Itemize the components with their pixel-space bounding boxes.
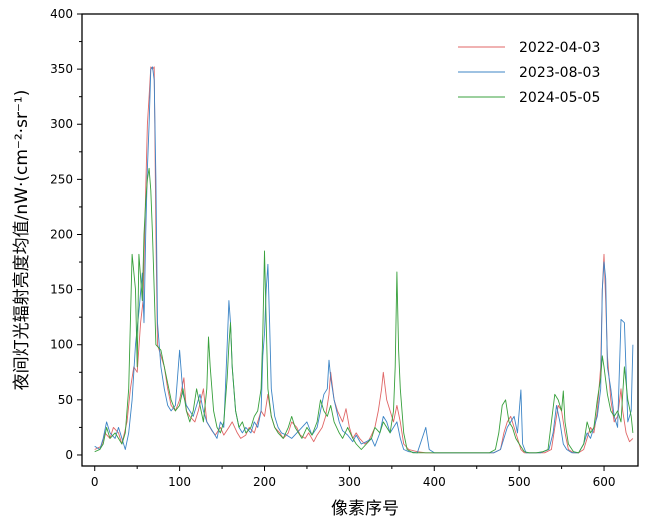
- y-tick-label: 300: [50, 117, 73, 131]
- x-tick-label: 100: [168, 475, 191, 489]
- y-tick-label: 400: [50, 7, 73, 21]
- legend-label-1: 2022-04-03: [519, 40, 600, 56]
- y-axis-ticks: 0 50 100 150 200 250 300 350 400: [50, 7, 82, 462]
- y-tick-label: 250: [50, 172, 73, 186]
- legend-label-3: 2024-05-05: [519, 90, 600, 106]
- legend: 2022-04-03 2023-08-03 2024-05-05: [458, 40, 600, 106]
- x-axis-title: 像素序号: [331, 499, 399, 519]
- x-tick-label: 600: [593, 475, 616, 489]
- x-tick-label: 200: [253, 475, 276, 489]
- series-line-2: [94, 66, 634, 454]
- x-tick-label: 0: [91, 475, 99, 489]
- x-tick-label: 500: [508, 475, 531, 489]
- x-axis-ticks: 0 100 200 300 400 500 600: [91, 466, 616, 489]
- y-tick-label: 150: [50, 283, 73, 297]
- series-line-1: [94, 66, 634, 454]
- y-tick-label: 200: [50, 227, 73, 241]
- legend-label-2: 2023-08-03: [519, 65, 600, 81]
- y-tick-label: 100: [50, 338, 73, 352]
- series-line-3: [94, 167, 634, 454]
- x-tick-label: 300: [338, 475, 361, 489]
- y-axis-title: 夜间灯光辐射亮度均值/nW·(cm⁻²·sr⁻¹): [12, 90, 32, 391]
- y-tick-label: 50: [58, 393, 73, 407]
- plot-frame: [81, 13, 639, 467]
- x-tick-label: 400: [423, 475, 446, 489]
- y-tick-label: 0: [65, 448, 73, 462]
- y-tick-label: 350: [50, 62, 73, 76]
- series-lines: [94, 66, 634, 454]
